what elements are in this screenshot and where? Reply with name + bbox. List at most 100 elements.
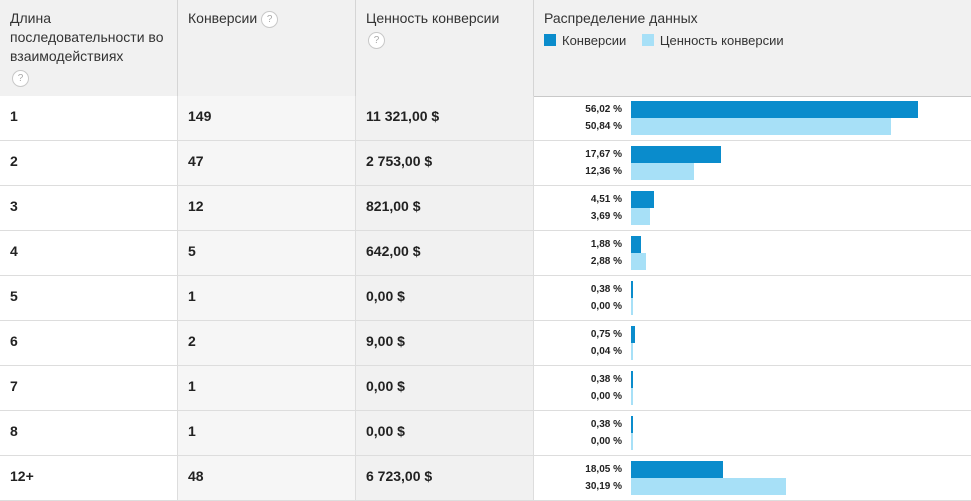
conversions-percent: 0,38 % xyxy=(590,419,622,430)
conversions-percent: 18,05 % xyxy=(585,464,622,475)
table-row: 12+ 48 6 723,00 $ 18,05 % 30,19 % xyxy=(0,456,971,501)
value-percent: 0,04 % xyxy=(590,346,622,357)
header-conversions[interactable]: Конверсии? xyxy=(178,0,356,96)
cell-path-length: 7 xyxy=(0,366,178,410)
conversions-percent: 0,38 % xyxy=(590,374,622,385)
header-conversion-value[interactable]: Ценность конверсии ? xyxy=(356,0,534,96)
table-row: 7 1 0,00 $ 0,38 % 0,00 % xyxy=(0,366,971,411)
table-header: Длина последовательности во взаимодейств… xyxy=(0,0,971,97)
header-path-length-label: Длина последовательности во взаимодейств… xyxy=(10,10,164,64)
table-row: 2 47 2 753,00 $ 17,67 % 12,36 % xyxy=(0,141,971,186)
conversions-bar xyxy=(631,101,918,118)
conversions-bar xyxy=(631,146,722,163)
table-row: 5 1 0,00 $ 0,38 % 0,00 % xyxy=(0,276,971,321)
value-bar xyxy=(631,298,633,315)
cell-distribution: 0,75 % 0,04 % xyxy=(534,321,971,365)
value-percent: 2,88 % xyxy=(590,256,622,267)
cell-path-length: 1 xyxy=(0,96,178,140)
value-percent: 50,84 % xyxy=(585,121,622,132)
cell-conversions: 12 xyxy=(178,186,356,230)
help-icon[interactable]: ? xyxy=(368,32,385,49)
header-conversions-label: Конверсии xyxy=(188,10,258,26)
conversions-percent: 56,02 % xyxy=(585,104,622,115)
cell-conversions: 2 xyxy=(178,321,356,365)
cell-distribution: 0,38 % 0,00 % xyxy=(534,366,971,410)
cell-conversion-value: 9,00 $ xyxy=(356,321,534,365)
cell-distribution: 1,88 % 2,88 % xyxy=(534,231,971,275)
cell-conversion-value: 821,00 $ xyxy=(356,186,534,230)
header-path-length[interactable]: Длина последовательности во взаимодейств… xyxy=(0,0,178,96)
cell-conversions: 1 xyxy=(178,276,356,320)
cell-conversions: 1 xyxy=(178,411,356,455)
cell-conversion-value: 6 723,00 $ xyxy=(356,456,534,500)
header-conversion-value-label: Ценность конверсии xyxy=(366,10,500,26)
table-row: 6 2 9,00 $ 0,75 % 0,04 % xyxy=(0,321,971,366)
conversions-percent: 4,51 % xyxy=(590,194,622,205)
cell-distribution: 0,38 % 0,00 % xyxy=(534,411,971,455)
value-percent: 0,00 % xyxy=(590,391,622,402)
conversions-percent: 0,75 % xyxy=(590,329,622,340)
table-row: 1 149 11 321,00 $ 56,02 % 50,84 % xyxy=(0,96,971,141)
value-percent: 0,00 % xyxy=(590,301,622,312)
help-icon[interactable]: ? xyxy=(261,10,279,28)
legend-value-label: Ценность конверсии xyxy=(659,33,784,48)
conversions-bar xyxy=(631,191,655,208)
header-data-distribution-label: Распределение данных xyxy=(544,10,698,26)
value-bar xyxy=(631,253,646,270)
cell-conversion-value: 2 753,00 $ xyxy=(356,141,534,185)
value-bar xyxy=(631,388,633,405)
conversions-percent: 0,38 % xyxy=(590,284,622,295)
value-bar xyxy=(631,118,892,135)
legend-conversions: Конверсии xyxy=(544,33,626,48)
cell-path-length: 6 xyxy=(0,321,178,365)
value-bar xyxy=(631,478,786,495)
cell-distribution: 17,67 % 12,36 % xyxy=(534,141,971,185)
value-percent: 3,69 % xyxy=(590,211,622,222)
value-percent: 0,00 % xyxy=(590,436,622,447)
cell-conversion-value: 642,00 $ xyxy=(356,231,534,275)
conversions-percent: 1,88 % xyxy=(590,239,622,250)
distribution-legend: Конверсии Ценность конверсии xyxy=(544,31,961,50)
value-percent: 12,36 % xyxy=(585,166,622,177)
conversions-bar xyxy=(631,416,633,433)
table-row: 3 12 821,00 $ 4,51 % 3,69 % xyxy=(0,186,971,231)
cell-path-length: 12+ xyxy=(0,456,178,500)
value-bar xyxy=(631,208,650,225)
legend-conversions-swatch xyxy=(544,34,556,46)
cell-conversion-value: 0,00 $ xyxy=(356,366,534,410)
legend-value: Ценность конверсии xyxy=(641,33,784,48)
cell-conversions: 47 xyxy=(178,141,356,185)
legend-conversions-label: Конверсии xyxy=(562,33,627,48)
value-bar xyxy=(631,163,695,180)
conversions-bar xyxy=(631,281,633,298)
cell-conversions: 5 xyxy=(178,231,356,275)
value-percent: 30,19 % xyxy=(585,481,622,492)
legend-value-swatch xyxy=(641,34,654,46)
cell-conversions: 149 xyxy=(178,96,356,140)
table-row: 4 5 642,00 $ 1,88 % 2,88 % xyxy=(0,231,971,276)
cell-conversion-value: 0,00 $ xyxy=(356,411,534,455)
cell-distribution: 56,02 % 50,84 % xyxy=(534,96,971,140)
cell-path-length: 8 xyxy=(0,411,178,455)
conversions-bar xyxy=(631,326,635,343)
conversions-percent: 17,67 % xyxy=(585,149,622,160)
conversions-bar xyxy=(631,236,641,253)
cell-path-length: 2 xyxy=(0,141,178,185)
value-bar xyxy=(631,343,633,360)
cell-distribution: 18,05 % 30,19 % xyxy=(534,456,971,500)
cell-conversions: 1 xyxy=(178,366,356,410)
conversions-bar xyxy=(631,461,724,478)
header-data-distribution: Распределение данных Конверсии Ценность … xyxy=(534,0,971,96)
value-bar xyxy=(631,433,633,450)
help-icon[interactable]: ? xyxy=(12,70,29,87)
cell-distribution: 4,51 % 3,69 % xyxy=(534,186,971,230)
cell-distribution: 0,38 % 0,00 % xyxy=(534,276,971,320)
cell-path-length: 4 xyxy=(0,231,178,275)
table-row: 8 1 0,00 $ 0,38 % 0,00 % xyxy=(0,411,971,456)
conversions-bar xyxy=(631,371,633,388)
cell-path-length: 3 xyxy=(0,186,178,230)
cell-conversions: 48 xyxy=(178,456,356,500)
cell-path-length: 5 xyxy=(0,276,178,320)
cell-conversion-value: 11 321,00 $ xyxy=(356,96,534,140)
